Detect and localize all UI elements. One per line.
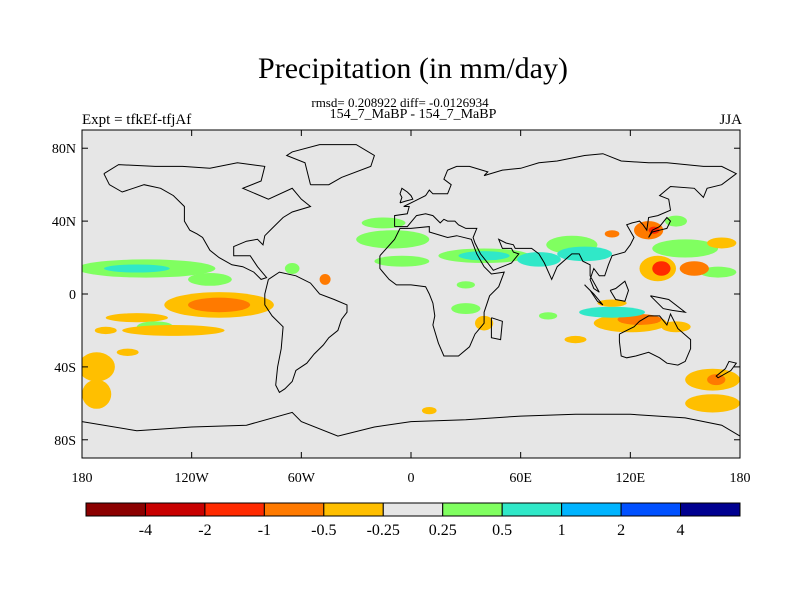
plot-background (82, 130, 740, 458)
coastline-4 (394, 153, 738, 293)
anomaly-region-12 (284, 263, 300, 274)
colorbar: -4 -2 -1 -0.5 -0.25 0.25 0.5 1 2 4 (85, 502, 741, 539)
colorbar-swatch-8 (561, 502, 622, 517)
x-tick-label-0: 180 (72, 471, 93, 486)
anomaly-region-24 (665, 215, 687, 227)
coastline-1 (264, 271, 348, 394)
coastline-6 (399, 187, 414, 204)
anomaly-region-1 (103, 264, 170, 273)
colorbar-swatch-3 (263, 502, 325, 517)
colorbar-label-5: 0.25 (429, 522, 457, 539)
anomaly-region-14 (356, 230, 430, 249)
coastline-0 (103, 162, 312, 280)
colorbar-swatch-10 (680, 502, 741, 517)
y-tick-label-4: 80S (54, 434, 76, 449)
experiment-label: Expt = tfkEf-tfjAf (82, 112, 192, 128)
anomaly-region-20 (557, 246, 613, 262)
y-tick-label-3: 40S (54, 361, 76, 376)
colorbar-label-4: -0.25 (367, 522, 400, 539)
coastline-7 (584, 284, 604, 306)
x-tick-label-1: 120W (175, 471, 210, 486)
anomaly-region-2 (188, 273, 232, 286)
anomaly-region-37 (451, 303, 481, 315)
coastline-12 (490, 317, 503, 341)
anomaly-region-45 (456, 281, 475, 289)
colorbar-label-2: -1 (258, 522, 271, 539)
season-label: JJA (719, 112, 742, 128)
coastline-5 (618, 312, 692, 366)
colorbar-label-8: 2 (617, 522, 625, 539)
coastline-11 (715, 360, 738, 379)
anomaly-region-17 (458, 251, 510, 261)
colorbar-swatch-2 (204, 502, 265, 517)
anomaly-region-18 (517, 252, 561, 267)
anomaly-region-10 (94, 326, 117, 335)
colorbar-label-9: 4 (677, 522, 685, 539)
coastline-9 (650, 295, 688, 313)
y-tick-label-2: 0 (69, 288, 76, 303)
colorbar-swatch-7 (501, 502, 563, 517)
y-tick-label-1: 40N (52, 215, 76, 230)
anomaly-region-6 (188, 297, 251, 313)
colorbar-label-1: -2 (198, 522, 211, 539)
anomaly-region-35 (661, 321, 691, 333)
colorbar-swatch-9 (620, 502, 682, 517)
x-tick-label-4: 60E (509, 471, 532, 486)
anomaly-region-9 (122, 324, 225, 336)
anomaly-regions (82, 215, 740, 415)
anomaly-region-21 (604, 230, 620, 238)
axis-ticks: 180 120W 60W 0 60E 120E 180 80N 40N 0 40S 80S (52, 130, 751, 486)
stats-line: rmsd= 0.208922 diff= -0.0126934 (311, 95, 489, 110)
anomaly-region-34 (597, 299, 627, 307)
anomaly-region-13 (319, 273, 331, 285)
anomaly-region-30 (707, 237, 737, 249)
colorbar-swatch-6 (442, 502, 503, 517)
anomaly-region-33 (579, 306, 645, 318)
anomaly-region-43 (421, 406, 437, 415)
colorbar-label-3: -0.5 (311, 522, 336, 539)
coastline-2 (285, 144, 376, 186)
coastline-13 (82, 411, 740, 437)
colorbar-label-0: -4 (139, 522, 152, 539)
colorbar-swatch-1 (144, 502, 206, 517)
anomaly-region-26 (699, 266, 737, 278)
y-tick-label-0: 80N (52, 142, 76, 157)
colorbar-swatch-4 (323, 502, 384, 517)
x-tick-label-3: 0 (408, 471, 415, 486)
anomaly-region-4 (82, 379, 112, 409)
anomaly-region-38 (538, 312, 558, 320)
colorbar-label-6: 0.5 (492, 522, 512, 539)
anomaly-region-41 (707, 374, 726, 386)
x-tick-label-5: 120E (616, 471, 646, 486)
anomaly-region-22 (633, 221, 664, 240)
coastline-8 (609, 280, 630, 302)
x-tick-label-6: 180 (730, 471, 751, 486)
anomaly-region-29 (679, 261, 709, 276)
anomaly-region-7 (105, 313, 168, 323)
x-tick-label-2: 60W (288, 471, 316, 486)
anomaly-region-11 (116, 348, 139, 356)
anomaly-region-39 (564, 335, 587, 344)
comparison-line: 154_7_MaBP - 154_7_MaBP (329, 107, 497, 122)
anomaly-region-25 (652, 239, 719, 258)
anomaly-region-42 (685, 394, 740, 413)
anomaly-region-28 (652, 261, 671, 276)
anomaly-region-15 (374, 255, 430, 267)
chart-title: Precipitation (in mm/day) (258, 52, 568, 85)
coastlines (82, 144, 740, 437)
colorbar-label-7: 1 (558, 522, 566, 539)
colorbar-swatch-5 (382, 502, 444, 517)
anomaly-region-3 (82, 352, 115, 382)
coastline-3 (379, 226, 505, 357)
colorbar-swatch-0 (85, 502, 146, 517)
coastline-10 (648, 216, 672, 238)
